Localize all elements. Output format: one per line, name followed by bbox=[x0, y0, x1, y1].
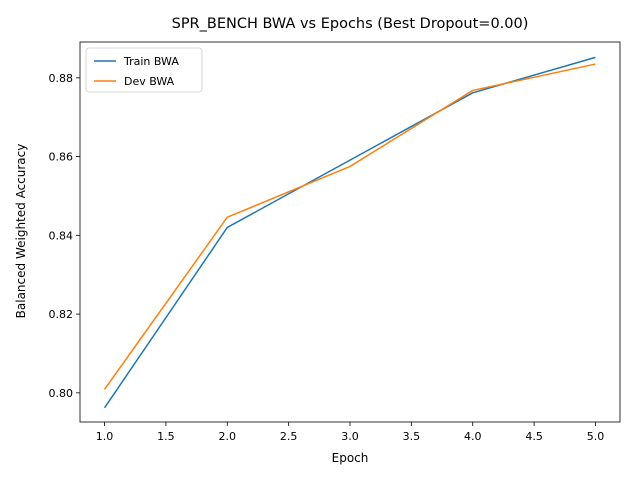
x-tick-label: 3.0 bbox=[341, 430, 359, 443]
y-tick-label: 0.86 bbox=[49, 151, 74, 164]
plot-frame bbox=[79, 41, 621, 423]
plot-area: 1.0 1.5 2.0 2.5 3.0 3.5 4.0 4.5 5.0 0.80 0.82 0.84 0… bbox=[49, 41, 621, 443]
x-tick-label: 1.0 bbox=[96, 430, 114, 443]
legend-entry: Dev BWA bbox=[124, 75, 175, 88]
x-tick-label: 4.5 bbox=[525, 430, 543, 443]
y-tick-label: 0.82 bbox=[49, 308, 74, 321]
series-line-train-bwa bbox=[103, 56, 596, 409]
y-tick-label: 0.80 bbox=[49, 387, 74, 400]
x-tick-label: 4.0 bbox=[464, 430, 482, 443]
y-tick-label: 0.88 bbox=[49, 72, 74, 85]
x-tick-label: 3.5 bbox=[403, 430, 421, 443]
x-axis-label: Epoch bbox=[332, 451, 369, 465]
x-tick-label: 2.0 bbox=[219, 430, 237, 443]
y-tick-label: 0.84 bbox=[49, 229, 74, 242]
series-line-dev-bwa bbox=[103, 63, 596, 390]
chart-title: SPR_BENCH BWA vs Epochs (Best Dropout=0.… bbox=[172, 16, 529, 32]
legend: Train BWA Dev BWA bbox=[85, 47, 203, 93]
x-tick-label: 2.5 bbox=[280, 430, 298, 443]
legend-entry: Train BWA bbox=[123, 55, 179, 68]
x-tick-label: 1.5 bbox=[157, 430, 175, 443]
x-tick-label: 5.0 bbox=[587, 430, 605, 443]
y-axis-label: Balanced Weighted Accuracy bbox=[14, 144, 28, 319]
